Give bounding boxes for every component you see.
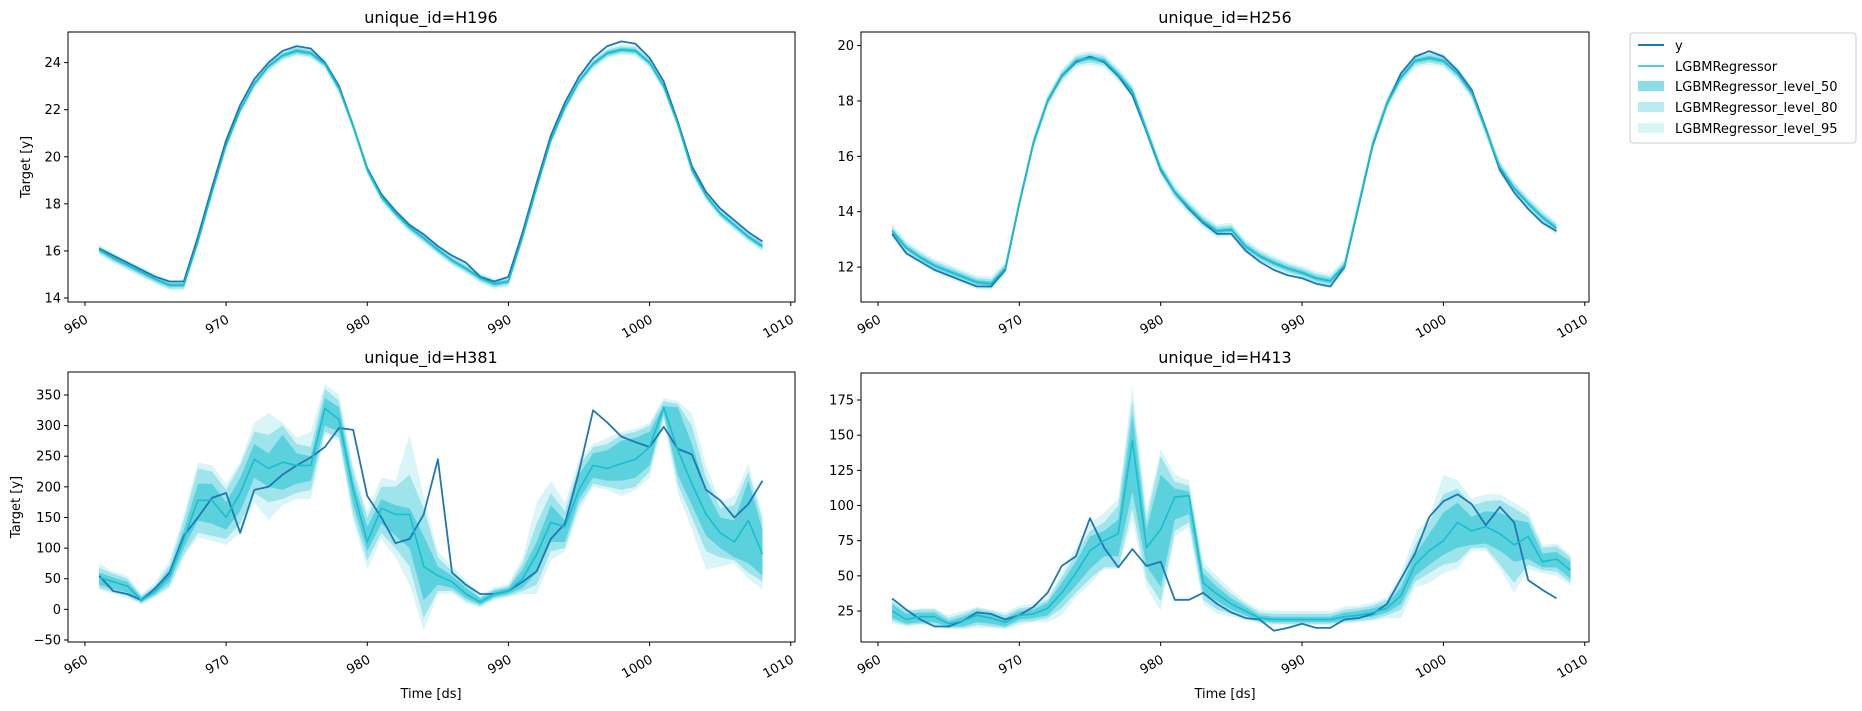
subplot-h196: unique_id=H196 Target [y] 960 970 980 990 10… — [19, 8, 797, 342]
y-tick-label: 200 — [36, 480, 61, 495]
legend-label-level-50: LGBMRegressor_level_50 — [1675, 80, 1838, 95]
x-tick-label: 1000 — [619, 652, 655, 682]
y-tick-label: 350 — [36, 388, 61, 403]
plot-area — [891, 385, 1572, 632]
x-axis-label: Time [ds] — [1193, 687, 1255, 702]
y-tick-label: 100 — [36, 542, 61, 557]
y-axis-label: Target [y] — [19, 136, 34, 199]
band-lgbmregressor-level-80 — [892, 53, 1557, 289]
y-tick-label: 18 — [44, 197, 61, 212]
legend-swatch-level-95 — [1638, 123, 1664, 133]
y-tick-label: 18 — [837, 94, 854, 109]
y-tick-label: 20 — [837, 39, 854, 54]
subplot-h413: unique_id=H413 Time [ds] 960 970 980 990 100… — [829, 348, 1591, 702]
x-tick-label: 960 — [62, 652, 91, 677]
band-lgbmregressor-level-50 — [892, 55, 1557, 286]
y-tick-label: 150 — [36, 511, 61, 526]
band-lgbmregressor-level-95 — [99, 383, 763, 631]
y-axis-label: Target [y] — [9, 476, 24, 539]
x-tick-label: 1000 — [1413, 312, 1449, 342]
y-tick-label: 50 — [837, 569, 854, 584]
x-tick-label: 990 — [1279, 652, 1308, 677]
band-lgbmregressor-level-80 — [892, 400, 1571, 628]
x-tick-label: 980 — [344, 312, 373, 337]
subplot-title: unique_id=H413 — [1158, 348, 1291, 368]
subplot-h381: unique_id=H381 Target [y] Time [ds] 960 9… — [9, 348, 797, 702]
x-tick-label: 1000 — [1413, 652, 1449, 682]
plot-area — [98, 383, 764, 631]
subplot-title: unique_id=H256 — [1158, 8, 1291, 28]
y-tick-label: 0 — [53, 603, 61, 618]
x-tick-label: 1010 — [761, 312, 797, 342]
y-tick-label: 50 — [44, 572, 61, 587]
x-tick-label: 970 — [996, 652, 1025, 677]
series-line-lgbmregressor — [891, 57, 1557, 285]
y-tick-label: 16 — [837, 150, 854, 165]
legend-swatch-level-80 — [1638, 102, 1664, 112]
x-tick-label: 970 — [203, 312, 232, 337]
x-tick-label: 990 — [485, 652, 514, 677]
series-line-lgbmregressor — [98, 48, 763, 286]
x-tick-label: 990 — [1279, 312, 1308, 337]
x-tick-label: 980 — [344, 652, 373, 677]
y-tick-label: 75 — [837, 534, 854, 549]
subplot-h256: unique_id=H256 960 970 980 990 1000 1010 12 14 1… — [837, 8, 1590, 342]
subplot-title: unique_id=H196 — [364, 8, 497, 28]
y-tick-label: 150 — [829, 429, 854, 444]
x-tick-label: 1010 — [1555, 652, 1591, 682]
y-tick-label: 12 — [837, 261, 854, 276]
x-tick-label: 960 — [62, 312, 91, 337]
band-lgbmregressor-level-50 — [99, 398, 763, 605]
y-tick-label: 20 — [44, 150, 61, 165]
y-tick-label: 25 — [837, 605, 854, 620]
y-tick-label: 24 — [44, 56, 61, 71]
y-tick-label: 250 — [36, 450, 61, 465]
y-tick-label: 16 — [44, 244, 61, 259]
series-line-y — [891, 493, 1557, 632]
axes-frame — [860, 372, 1590, 643]
subplot-title: unique_id=H381 — [364, 348, 497, 368]
x-tick-label: 1010 — [1555, 312, 1591, 342]
y-tick-label: 14 — [837, 205, 854, 220]
plot-area — [98, 40, 763, 291]
x-tick-label: 980 — [1138, 652, 1167, 677]
y-tick-label: 300 — [36, 419, 61, 434]
x-tick-label: 960 — [855, 312, 884, 337]
x-tick-label: 970 — [203, 652, 232, 677]
x-tick-label: 1010 — [761, 652, 797, 682]
plot-area — [891, 50, 1557, 291]
axes-frame — [67, 371, 796, 643]
series-line-y — [891, 50, 1557, 288]
x-tick-label: 1000 — [619, 312, 655, 342]
x-tick-label: 970 — [996, 312, 1025, 337]
legend-label-level-95: LGBMRegressor_level_95 — [1675, 122, 1838, 137]
axes-frame — [860, 31, 1590, 303]
legend-label-level-80: LGBMRegressor_level_80 — [1675, 101, 1838, 116]
series-line-y — [98, 409, 764, 602]
legend: y LGBMRegressor LGBMRegressor_level_50 L… — [1629, 32, 1857, 144]
x-tick-label: 990 — [485, 312, 514, 337]
band-lgbmregressor-level-95 — [892, 385, 1571, 630]
y-tick-label: 14 — [44, 291, 61, 306]
x-tick-label: 960 — [855, 652, 884, 677]
legend-swatch-level-50 — [1638, 81, 1664, 91]
band-lgbmregressor-level-80 — [99, 46, 763, 289]
axes-frame — [67, 31, 796, 303]
y-tick-label: −50 — [34, 633, 61, 648]
series-line-lgbmregressor — [891, 440, 1572, 625]
series-line-y — [98, 40, 763, 283]
legend-label-model: LGBMRegressor — [1675, 60, 1778, 75]
legend-frame — [1629, 32, 1857, 144]
y-tick-label: 22 — [44, 103, 61, 118]
series-line-lgbmregressor — [98, 406, 764, 603]
band-lgbmregressor-level-95 — [892, 51, 1557, 291]
x-tick-label: 980 — [1138, 312, 1167, 337]
legend-label-y: y — [1675, 39, 1683, 54]
y-tick-label: 100 — [829, 499, 854, 514]
y-tick-label: 125 — [829, 464, 854, 479]
y-tick-label: 175 — [829, 394, 854, 409]
band-lgbmregressor-level-80 — [99, 388, 763, 619]
x-axis-label: Time [ds] — [399, 687, 461, 702]
